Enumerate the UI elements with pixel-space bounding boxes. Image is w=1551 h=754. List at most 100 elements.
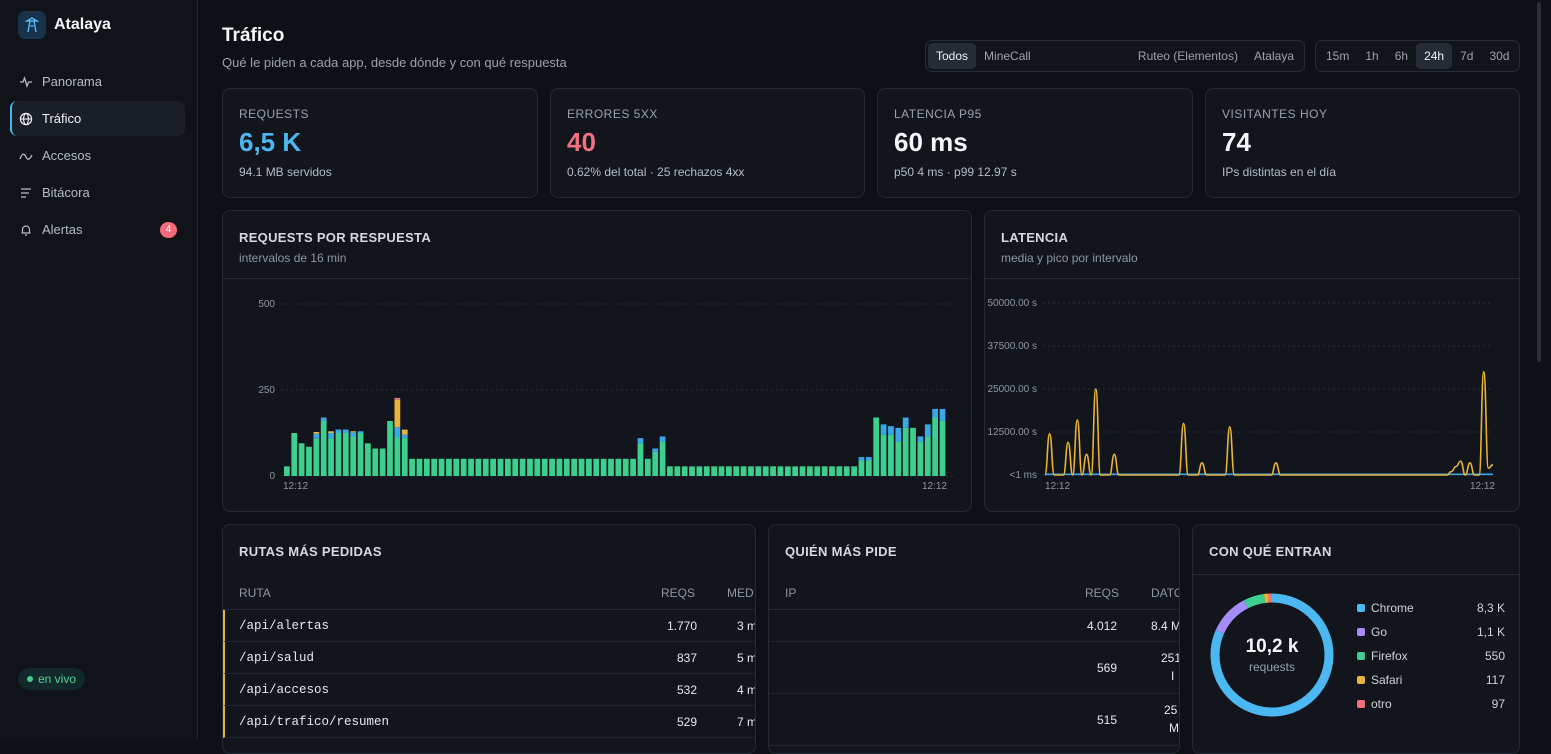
column-header[interactable]: RUTA [239, 586, 271, 600]
bar-segment[interactable] [402, 435, 408, 438]
app-filter-todos[interactable]: Todos [928, 43, 976, 69]
bar-segment[interactable] [328, 431, 334, 433]
bar-segment[interactable] [446, 459, 452, 476]
bar-segment[interactable] [601, 459, 607, 476]
bar-segment[interactable] [711, 466, 717, 476]
range-15m[interactable]: 15m [1318, 43, 1357, 69]
bar-segment[interactable] [549, 459, 555, 476]
bar-segment[interactable] [402, 438, 408, 476]
bar-segment[interactable] [387, 421, 393, 476]
bar-segment[interactable] [866, 461, 872, 476]
bar-segment[interactable] [291, 433, 297, 476]
bar-segment[interactable] [313, 432, 319, 434]
bar-segment[interactable] [512, 459, 518, 476]
column-header[interactable]: REQS [1085, 586, 1119, 600]
bar-segment[interactable] [755, 466, 761, 476]
range-30d[interactable]: 30d [1481, 43, 1517, 69]
bar-segment[interactable] [807, 466, 813, 476]
latency-line[interactable] [1045, 372, 1493, 475]
bar-segment[interactable] [800, 466, 806, 476]
bar-segment[interactable] [557, 459, 563, 476]
table-row[interactable]: /api/trafico/resumen 529 7 m [223, 706, 755, 738]
bar-segment[interactable] [903, 428, 909, 476]
bar-segment[interactable] [940, 421, 946, 476]
nav-item-bitacora[interactable]: Bitácora [10, 175, 185, 210]
bar-segment[interactable] [940, 409, 946, 421]
table-row[interactable]: /api/accesos 532 4 m [223, 674, 755, 706]
scrollbar-thumb[interactable] [1537, 2, 1541, 362]
bar-segment[interactable] [859, 461, 865, 476]
bar-segment[interactable] [476, 459, 482, 476]
bar-segment[interactable] [564, 459, 570, 476]
nav-item-accesos[interactable]: Accesos [10, 138, 185, 173]
bar-segment[interactable] [417, 459, 423, 476]
bar-segment[interactable] [667, 466, 673, 476]
nav-item-panorama[interactable]: Panorama [10, 64, 185, 99]
bar-segment[interactable] [630, 459, 636, 476]
bar-segment[interactable] [932, 409, 938, 418]
bar-segment[interactable] [490, 459, 496, 476]
bar-segment[interactable] [608, 459, 614, 476]
bar-segment[interactable] [697, 466, 703, 476]
column-header[interactable]: REQS [661, 586, 695, 600]
bar-segment[interactable] [903, 418, 909, 428]
bar-segment[interactable] [851, 466, 857, 476]
bar-segment[interactable] [336, 433, 342, 476]
table-row[interactable]: 515 25 M [769, 694, 1179, 746]
bar-segment[interactable] [682, 466, 688, 476]
bar-segment[interactable] [660, 442, 666, 476]
column-header[interactable]: IP [785, 586, 796, 600]
app-filter-atalaya[interactable]: Atalaya [1246, 43, 1302, 69]
bar-segment[interactable] [439, 459, 445, 476]
bar-segment[interactable] [866, 457, 872, 460]
bar-segment[interactable] [792, 466, 798, 476]
bar-segment[interactable] [593, 459, 599, 476]
bar-segment[interactable] [350, 432, 356, 436]
bar-segment[interactable] [748, 466, 754, 476]
bar-segment[interactable] [571, 459, 577, 476]
app-filter-ruteo[interactable]: Ruteo (Elementos) [1130, 43, 1246, 69]
bar-segment[interactable] [719, 466, 725, 476]
bar-segment[interactable] [638, 443, 644, 476]
bar-segment[interactable] [837, 466, 843, 476]
bar-segment[interactable] [431, 459, 437, 476]
bar-segment[interactable] [652, 452, 658, 476]
bar-segment[interactable] [350, 436, 356, 476]
bar-segment[interactable] [534, 459, 540, 476]
bar-segment[interactable] [652, 448, 658, 451]
bar-segment[interactable] [395, 437, 401, 476]
bar-segment[interactable] [895, 442, 901, 476]
bar-segment[interactable] [623, 459, 629, 476]
range-1h[interactable]: 1h [1357, 43, 1386, 69]
bar-segment[interactable] [505, 459, 511, 476]
bar-segment[interactable] [520, 459, 526, 476]
bar-segment[interactable] [822, 466, 828, 476]
bar-segment[interactable] [910, 428, 916, 476]
brand[interactable]: Atalaya [18, 11, 111, 39]
bar-segment[interactable] [299, 443, 305, 476]
bar-segment[interactable] [579, 459, 585, 476]
bar-segment[interactable] [918, 436, 924, 441]
column-header[interactable]: DATO [1151, 586, 1180, 600]
bar-segment[interactable] [527, 459, 533, 476]
bar-segment[interactable] [733, 466, 739, 476]
bar-segment[interactable] [741, 466, 747, 476]
bar-segment[interactable] [844, 466, 850, 476]
bar-segment[interactable] [395, 427, 401, 437]
bar-segment[interactable] [468, 459, 474, 476]
bar-segment[interactable] [328, 433, 334, 438]
bar-segment[interactable] [498, 459, 504, 476]
bar-segment[interactable] [483, 459, 489, 476]
bar-segment[interactable] [358, 431, 364, 433]
bar-segment[interactable] [350, 431, 356, 432]
table-row[interactable]: 569 251 I [769, 642, 1179, 694]
bar-segment[interactable] [328, 438, 334, 476]
bar-segment[interactable] [321, 418, 327, 421]
range-7d[interactable]: 7d [1452, 43, 1481, 69]
bar-segment[interactable] [372, 448, 378, 476]
bar-segment[interactable] [645, 459, 651, 476]
bar-segment[interactable] [881, 424, 887, 434]
bar-segment[interactable] [616, 459, 622, 476]
bar-segment[interactable] [395, 398, 401, 400]
bar-segment[interactable] [402, 430, 408, 435]
